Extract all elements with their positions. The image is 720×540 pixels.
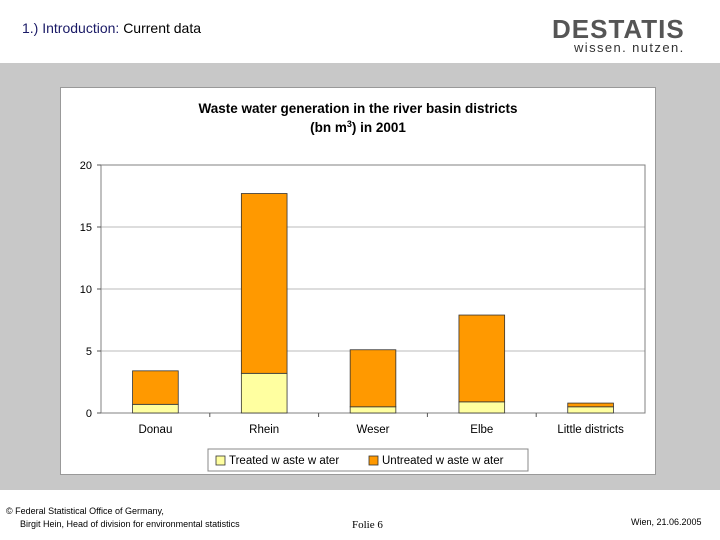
bar-untreated-donau [132, 370, 179, 405]
bar-untreated-weser [349, 349, 397, 408]
y-tick-label: 20 [80, 160, 92, 172]
chart-subtitle-prefix: (bn m [310, 120, 347, 135]
tick-labels: 0 5 10 15 20 Donau Rhein Weser Elbe Little distri… [80, 160, 624, 436]
legend: Treated w aste w ater Untreated w aste w … [207, 448, 529, 472]
footer-org: © Federal Statistical Office of Germany, [6, 506, 164, 516]
bar-untreated-little-districts [567, 402, 614, 408]
footer-author: Birgit Hein, Head of division for enviro… [20, 519, 240, 529]
bar-treated-weser [349, 406, 397, 414]
footer-date: Wien, 21.06.2005 [631, 517, 702, 527]
logo-tagline: wissen. nutzen. [574, 40, 685, 55]
bar-untreated-rhein [240, 193, 288, 374]
y-tick-label: 0 [86, 408, 92, 420]
stacked-bar-chart: Waste water generation in the river basi… [80, 101, 646, 472]
bar-untreated-elbe [458, 314, 506, 403]
slide-topic: Current data [123, 20, 202, 36]
bars [132, 193, 614, 414]
legend-box [207, 448, 529, 472]
x-tick-label: Little districts [557, 424, 624, 436]
slide-page-number: Folie 6 [352, 519, 383, 531]
destatis-logo: DESTATIS wissen. nutzen. [552, 14, 702, 56]
legend-label: Untreated w aste w ater [382, 455, 504, 467]
y-tick-label: 15 [80, 222, 92, 234]
chart-subtitle-sup: 3 [347, 119, 352, 129]
x-tick-label: Rhein [249, 424, 279, 436]
chart-frame: Waste water generation in the river basi… [60, 87, 656, 475]
y-tick-label: 10 [80, 284, 92, 296]
bar-treated-little-districts [567, 406, 614, 414]
bar-treated-elbe [458, 401, 506, 414]
chart-subtitle: (bn m3) in 2001 [310, 119, 406, 135]
footer-credit: © Federal Statistical Office of Germany,… [6, 505, 240, 531]
x-tick-label: Donau [138, 424, 172, 436]
x-tick-label: Elbe [470, 424, 493, 436]
chart-title: Waste water generation in the river basi… [198, 101, 517, 116]
logo-wordmark: DESTATIS [552, 14, 685, 44]
bar-treated-rhein [240, 372, 288, 414]
bar-treated-donau [132, 403, 179, 414]
slide-number: 1.) [22, 20, 39, 36]
grid-lines [101, 164, 645, 352]
y-tick-label: 5 [86, 346, 92, 358]
chart-subtitle-suffix: ) in 2001 [352, 120, 407, 135]
slide-title: 1.) Introduction: Current data [22, 20, 201, 36]
x-tick-label: Weser [356, 424, 389, 436]
legend-swatch [215, 455, 226, 466]
legend-swatch [368, 455, 379, 466]
slide-lead: Introduction: [42, 20, 120, 36]
legend-label: Treated w aste w ater [229, 455, 339, 467]
